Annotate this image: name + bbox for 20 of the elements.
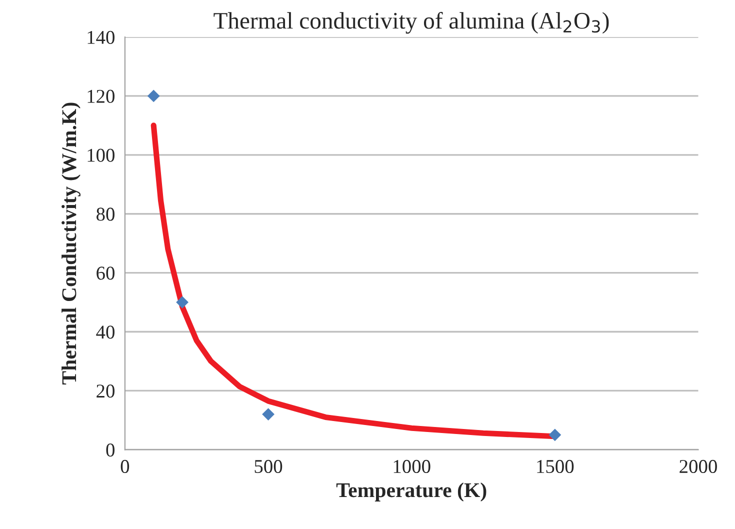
y-tick-label: 140 [88,30,114,44]
y-tick-label: 40 [96,326,114,339]
x-tick-label: 0 [120,460,130,474]
point [262,408,274,420]
x-tick-label: 1500 [537,460,574,474]
point [147,90,160,102]
point [176,296,188,308]
x-tick-label: 1000 [394,460,430,474]
y-tick-label: 60 [96,266,114,280]
chart-title: Thermal conductivity of alumina (Al$_{2}$O$_{3}$) [214,12,609,34]
y-tick-label: 20 [96,384,114,398]
y-axis-title: Thermal Conductivity (W/m.K) [62,102,81,384]
y-tick-label: 0 [106,443,114,457]
x-axis-title: Temperature (K) [336,482,486,502]
y-tick-label: 120 [88,90,114,103]
x-tick-label: 2000 [680,460,717,474]
y-tick-label: 80 [96,208,114,221]
y-tick-label: 100 [88,148,114,162]
point [548,428,562,442]
x-tick-label: 500 [254,460,282,474]
